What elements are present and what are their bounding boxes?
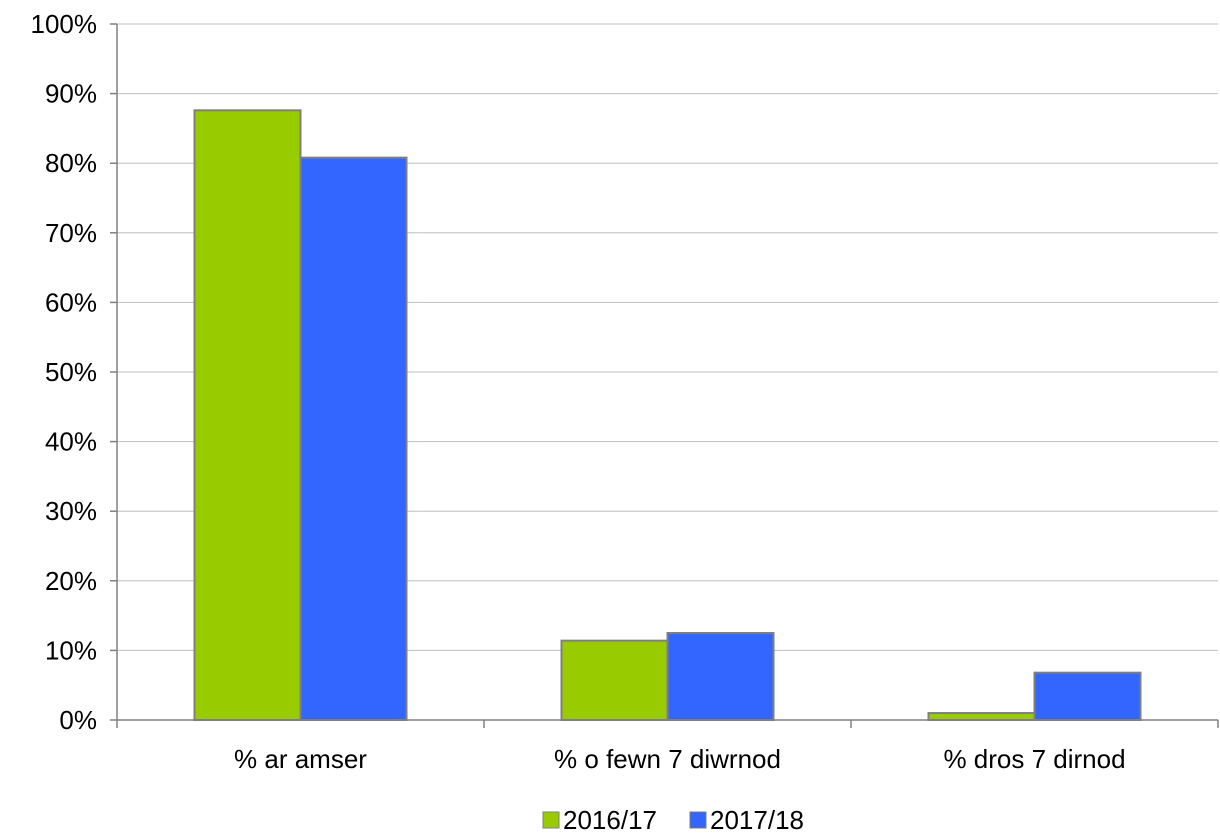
legend-swatch [542,811,560,829]
axis-labels: 0% 10% 20% 30% 40% 50% 60% 70% 80% 90% 100% % ar am… [31,9,1126,774]
x-category-label: % dros 7 dirnod [943,744,1125,774]
x-category-label: % o fewn 7 diwrnod [554,744,781,774]
x-category-label: % ar amser [234,744,367,774]
legend-entry: 2016/17 [563,805,657,835]
y-tick-label: 90% [45,79,97,109]
y-tick-label: 60% [45,287,97,317]
bar-2016-17 [560,639,669,722]
bar-2016-17 [193,109,302,721]
bar-2017-18 [666,632,775,721]
y-tick-label: 0% [59,705,97,735]
y-tick-label: 50% [45,357,97,387]
legend: 2016/17 2017/18 [542,805,804,835]
y-tick-label: 20% [45,566,97,596]
y-tick-label: 40% [45,427,97,457]
bar-2017-18 [299,156,408,721]
legend-swatch [689,811,707,829]
legend-entry: 2017/18 [710,805,804,835]
bars [193,109,1142,722]
y-tick-label: 10% [45,635,97,665]
bar-2016-17 [927,712,1036,721]
y-tick-label: 100% [31,9,98,39]
y-tick-label: 70% [45,218,97,248]
bar-2017-18 [1033,671,1142,721]
y-tick-label: 30% [45,496,97,526]
y-tick-label: 80% [45,148,97,178]
